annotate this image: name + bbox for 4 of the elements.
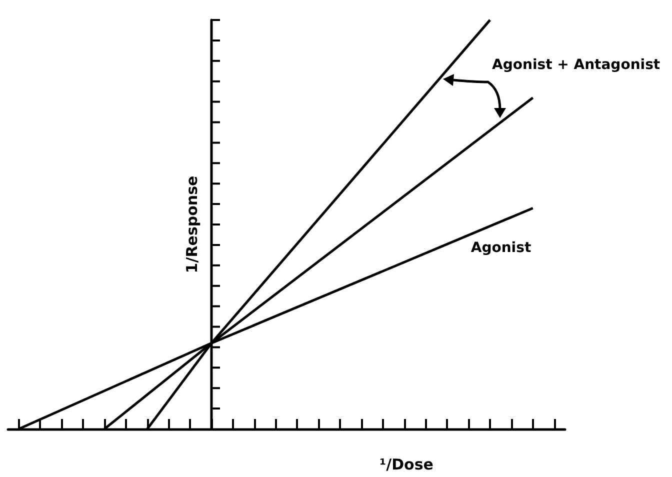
series-label: Agonist — [470, 240, 532, 256]
y-axis-title: 1/Response — [183, 176, 202, 274]
x-axis-title: ¹/Dose — [380, 456, 434, 474]
annotation: Agonist + Antagonist — [492, 57, 660, 73]
